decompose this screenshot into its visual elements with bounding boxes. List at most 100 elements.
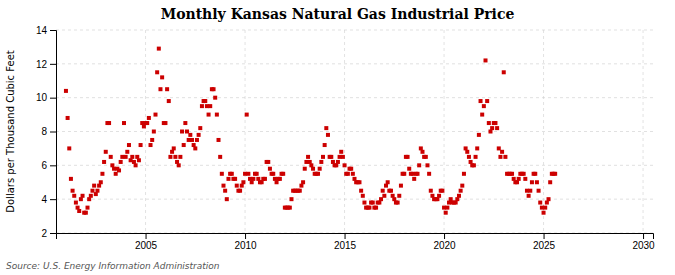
point bbox=[522, 172, 526, 176]
point bbox=[311, 167, 315, 171]
point bbox=[100, 172, 104, 176]
point bbox=[221, 184, 225, 188]
point bbox=[251, 177, 255, 181]
tick-mark bbox=[50, 233, 56, 234]
point bbox=[425, 163, 429, 167]
point bbox=[278, 177, 282, 181]
point bbox=[200, 104, 204, 108]
tick-label: 14 bbox=[36, 25, 48, 36]
point bbox=[427, 172, 431, 176]
point bbox=[124, 155, 128, 159]
point bbox=[479, 99, 483, 103]
point bbox=[319, 160, 323, 164]
point bbox=[238, 189, 242, 193]
point bbox=[69, 177, 73, 181]
point bbox=[397, 194, 401, 198]
point bbox=[485, 99, 489, 103]
tick-label: 2030 bbox=[632, 240, 655, 251]
y-axis: 2468101214 bbox=[36, 25, 57, 239]
point bbox=[167, 99, 171, 103]
point bbox=[104, 150, 108, 154]
point bbox=[416, 172, 420, 176]
point bbox=[445, 206, 449, 210]
tick-mark bbox=[146, 233, 147, 239]
point bbox=[178, 155, 182, 159]
point bbox=[150, 138, 154, 142]
point bbox=[226, 177, 230, 181]
point bbox=[475, 146, 479, 150]
point bbox=[517, 177, 521, 181]
tick: 2005 bbox=[135, 233, 158, 251]
tick-label: 2020 bbox=[433, 240, 456, 251]
point bbox=[154, 113, 158, 117]
point bbox=[407, 167, 411, 171]
tick-label: 6 bbox=[41, 160, 47, 171]
point bbox=[465, 150, 469, 154]
tick-mark bbox=[50, 30, 56, 31]
point bbox=[467, 155, 471, 159]
annotation: Source: U.S. Energy Information Administ… bbox=[6, 261, 220, 271]
point bbox=[462, 172, 466, 176]
tick-mark bbox=[50, 132, 56, 133]
point bbox=[268, 167, 272, 171]
point bbox=[163, 121, 167, 125]
point bbox=[362, 201, 366, 205]
point bbox=[92, 184, 96, 188]
point bbox=[500, 150, 504, 154]
point bbox=[177, 163, 181, 167]
point bbox=[498, 155, 502, 159]
point bbox=[303, 167, 307, 171]
point bbox=[547, 197, 551, 201]
point bbox=[230, 172, 234, 176]
points-inner bbox=[64, 47, 557, 215]
point bbox=[188, 133, 192, 137]
tick-label: 2005 bbox=[135, 240, 158, 251]
point bbox=[361, 194, 365, 198]
tick: 14 bbox=[36, 25, 56, 36]
point bbox=[420, 150, 424, 154]
point bbox=[107, 121, 111, 125]
tick: 2030 bbox=[632, 233, 655, 251]
point bbox=[457, 194, 461, 198]
point bbox=[367, 206, 371, 210]
point bbox=[207, 113, 211, 117]
point bbox=[160, 75, 164, 79]
point bbox=[271, 172, 275, 176]
point bbox=[460, 184, 464, 188]
point bbox=[182, 143, 186, 147]
axis-line bbox=[57, 234, 654, 240]
tick-mark bbox=[544, 233, 545, 239]
tick: 2020 bbox=[433, 233, 456, 251]
grid-line bbox=[56, 63, 653, 64]
point bbox=[472, 163, 476, 167]
point bbox=[245, 113, 249, 117]
point bbox=[402, 172, 406, 176]
point bbox=[183, 121, 187, 125]
tick-mark bbox=[50, 98, 56, 99]
tick-label: 2015 bbox=[334, 240, 357, 251]
point bbox=[197, 133, 201, 137]
tick: 10 bbox=[36, 92, 56, 103]
point bbox=[255, 172, 259, 176]
point bbox=[220, 172, 224, 176]
point bbox=[165, 87, 169, 91]
grid-line bbox=[344, 30, 345, 233]
plot-area: 2005201020152020202520302468101214 bbox=[36, 25, 655, 251]
point bbox=[412, 177, 416, 181]
point bbox=[137, 158, 141, 162]
point bbox=[533, 172, 537, 176]
point bbox=[440, 189, 444, 193]
point bbox=[134, 163, 138, 167]
tick-mark bbox=[50, 165, 56, 166]
point bbox=[459, 189, 463, 193]
point bbox=[339, 150, 343, 154]
point bbox=[288, 206, 292, 210]
point bbox=[281, 172, 285, 176]
axis-line bbox=[50, 31, 57, 234]
point bbox=[122, 121, 126, 125]
point bbox=[495, 126, 499, 130]
point bbox=[341, 155, 345, 159]
point bbox=[155, 70, 159, 74]
tick: 12 bbox=[36, 59, 56, 70]
point bbox=[306, 155, 310, 159]
